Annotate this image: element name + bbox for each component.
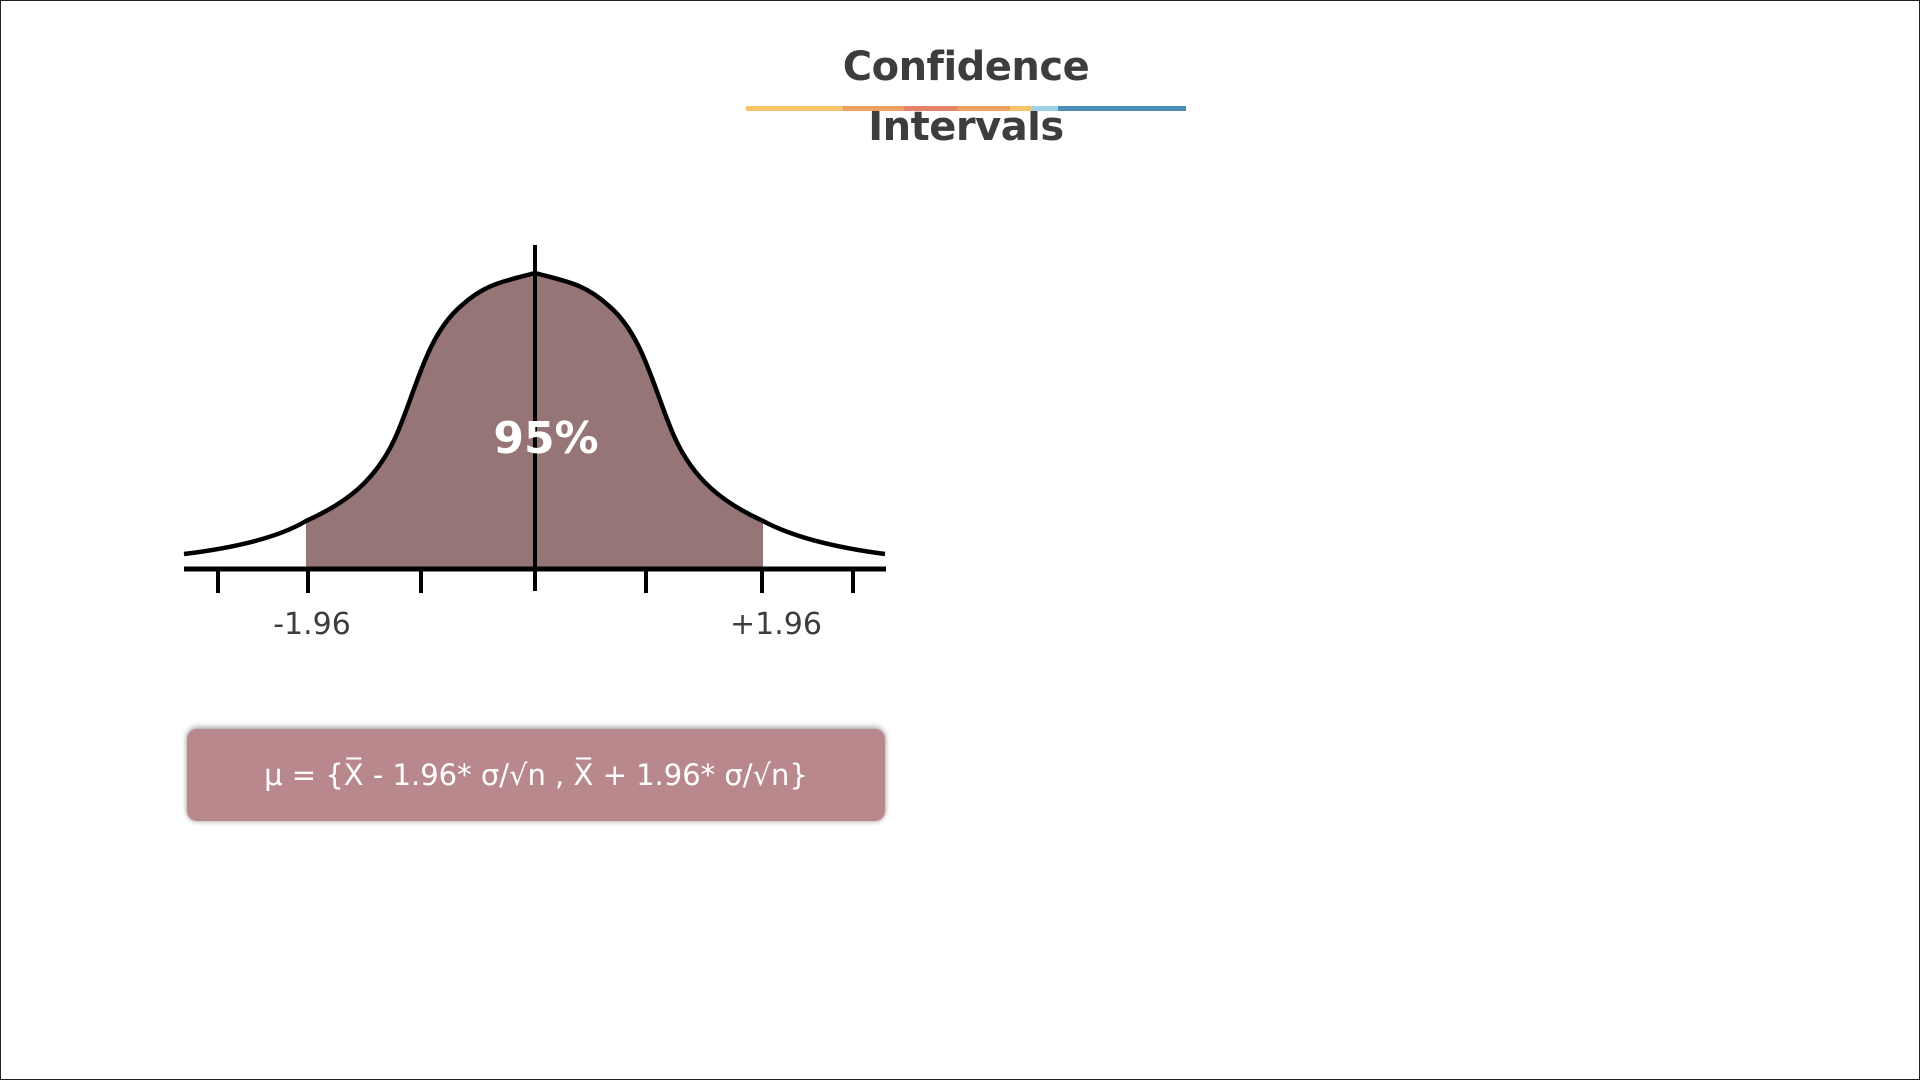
page-title: Confidence Intervals <box>842 44 1090 150</box>
confidence-percent-label: 95% <box>493 413 598 464</box>
underline-segment <box>957 106 1010 111</box>
underline-segment <box>746 106 843 111</box>
lower-bound-label: -1.96 <box>273 607 351 642</box>
underline-segment <box>842 106 905 111</box>
underline-segment <box>1009 106 1032 111</box>
underline-segment <box>1031 106 1059 111</box>
underline-segment <box>904 106 958 111</box>
normal-distribution-diagram: 95% -1.96 +1.96 <box>183 245 886 642</box>
upper-bound-label: +1.96 <box>730 607 822 642</box>
formula-text: μ = {X̅ - 1.96* σ/√n , X̅ + 1.96* σ/√n} <box>264 758 808 792</box>
underline-segment <box>1058 106 1186 111</box>
axis-ticks <box>216 569 855 593</box>
title-underline <box>746 106 1186 111</box>
formula-box: μ = {X̅ - 1.96* σ/√n , X̅ + 1.96* σ/√n} <box>187 729 885 821</box>
